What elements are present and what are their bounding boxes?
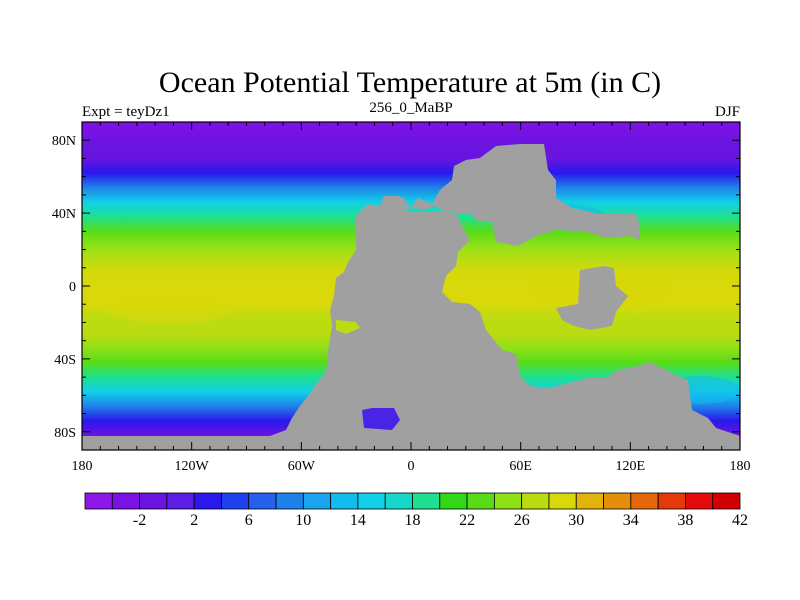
colorbar-tick-label: 18	[405, 512, 421, 529]
colorbar-swatch	[575, 492, 604, 510]
colorbar-tick-label: 2	[190, 512, 198, 529]
y-tick-label: 40S	[54, 353, 76, 368]
colorbar-tick-label: 38	[677, 512, 693, 529]
x-tick-label: 180	[72, 459, 93, 474]
x-tick-label: 60E	[509, 459, 532, 474]
y-tick-label: 40N	[52, 207, 76, 222]
colorbar-swatch	[548, 492, 577, 510]
x-tick-label: 180	[730, 459, 751, 474]
colorbar-swatch	[657, 492, 686, 510]
colorbar-swatch	[193, 492, 222, 510]
colorbar-labels: -2 2 6 10 14 18 22 26 30 34 38 42	[133, 512, 748, 529]
land-masses	[82, 144, 740, 450]
colorbar-tick-label: 42	[732, 512, 748, 529]
temperature-map	[82, 122, 740, 450]
colorbar-swatch	[111, 492, 140, 510]
subtitle-right: DJF	[715, 104, 740, 120]
colorbar-swatch	[302, 492, 332, 510]
colorbar-swatch	[84, 492, 113, 510]
colorbar-tick-label: 26	[514, 512, 530, 529]
colorbar-swatch	[139, 492, 168, 510]
subtitle-left: Expt = teyDz1	[82, 104, 170, 120]
axis-ticks	[81, 122, 741, 450]
chart-title: Ocean Potential Temperature at 5m (in C)	[159, 66, 661, 99]
inner-continent-block	[556, 266, 628, 330]
colorbar-swatch	[712, 492, 741, 510]
x-axis-labels: 180 120W 60W 0 60E 120E 180	[72, 459, 751, 474]
colorbar-tick-label: 34	[623, 512, 639, 529]
colorbar-swatch	[493, 492, 523, 510]
colorbar-swatch	[357, 492, 386, 510]
inland-seas	[336, 320, 400, 430]
y-tick-label: 80N	[52, 134, 76, 149]
colorbar-swatch	[275, 492, 304, 510]
colorbar-swatch	[521, 492, 550, 510]
y-tick-label: 0	[69, 280, 76, 295]
colorbar-swatch	[412, 492, 441, 510]
subtitle-center: 256_0_MaBP	[369, 100, 452, 116]
pangea-landmass	[82, 144, 740, 450]
colorbar-tick-label: -2	[133, 512, 146, 529]
colorbar-swatch	[630, 492, 659, 510]
colorbar	[84, 492, 741, 510]
x-tick-label: 120W	[175, 459, 210, 474]
colorbar-swatch	[330, 492, 359, 510]
y-axis-labels: 80N 40N 0 40S 80S	[52, 134, 76, 441]
x-tick-label: 120E	[616, 459, 646, 474]
colorbar-swatch	[166, 492, 195, 510]
colorbar-swatch	[384, 492, 413, 510]
colorbar-tick-label: 14	[350, 512, 366, 529]
colorbar-swatch	[685, 492, 714, 510]
colorbar-tick-label: 22	[459, 512, 475, 529]
x-tick-label: 60W	[288, 459, 316, 474]
x-tick-label: 0	[408, 459, 415, 474]
colorbar-swatch	[221, 492, 250, 510]
colorbar-tick-label: 30	[568, 512, 584, 529]
colorbar-tick-label: 10	[295, 512, 311, 529]
colorbar-tick-label: 6	[245, 512, 253, 529]
colorbar-swatch	[439, 492, 468, 510]
colorbar-swatch	[466, 492, 495, 510]
y-tick-label: 80S	[54, 426, 76, 441]
inland-sea-equatorial	[336, 320, 360, 334]
inland-sea-south	[362, 408, 400, 430]
colorbar-swatch	[248, 492, 277, 510]
colorbar-swatch	[603, 492, 632, 510]
